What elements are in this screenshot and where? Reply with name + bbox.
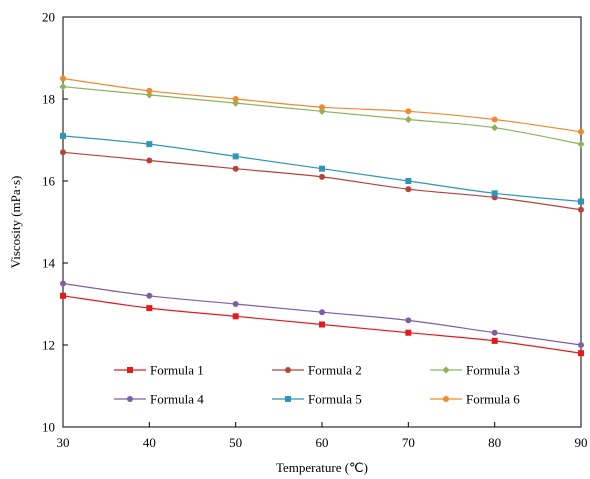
- x-tick-label: 30: [57, 435, 70, 450]
- data-point: [577, 140, 585, 148]
- legend-item: Formula 4: [114, 392, 204, 407]
- data-point: [59, 83, 67, 91]
- legend-label: Formula 6: [466, 392, 520, 407]
- data-point: [578, 342, 584, 348]
- y-tick-label: 16: [42, 174, 56, 189]
- data-point: [405, 317, 412, 324]
- data-point: [232, 165, 239, 172]
- legend-label: Formula 3: [466, 363, 520, 378]
- data-point: [405, 108, 412, 115]
- series-layer: [59, 75, 585, 357]
- y-tick-label: 10: [42, 420, 55, 435]
- x-tick-label: 90: [575, 435, 588, 450]
- data-point: [491, 124, 499, 132]
- data-point: [578, 198, 584, 205]
- series-4: [60, 280, 584, 348]
- legend-label: Formula 1: [150, 363, 204, 378]
- series-line: [62, 151, 582, 211]
- legend-label: Formula 2: [308, 363, 362, 378]
- data-point: [404, 115, 412, 124]
- legend-marker: [442, 366, 450, 374]
- legend-label: Formula 5: [308, 392, 362, 407]
- y-tick-label: 12: [42, 338, 55, 353]
- data-point: [491, 329, 498, 336]
- data-point: [60, 292, 66, 299]
- series-1: [60, 292, 584, 357]
- legend-marker: [285, 396, 291, 402]
- axis-ticks: 10 12 14 16 18 20 30 40 50 60 70 80 90: [42, 10, 588, 451]
- data-point: [146, 305, 153, 312]
- series-3: [59, 83, 585, 148]
- data-point: [232, 313, 239, 320]
- data-point: [405, 178, 412, 184]
- y-axis-title: Viscosity (mPa·s): [8, 176, 23, 269]
- x-tick-label: 50: [229, 435, 242, 450]
- y-tick-label: 14: [42, 256, 56, 271]
- series-line: [62, 86, 582, 145]
- data-point: [146, 292, 153, 299]
- data-point: [60, 280, 66, 287]
- data-point: [405, 329, 412, 336]
- data-point: [232, 96, 239, 102]
- data-point: [578, 128, 584, 135]
- x-tick-label: 70: [402, 435, 415, 450]
- series-6: [60, 75, 584, 135]
- data-point: [319, 309, 325, 316]
- x-tick-label: 80: [488, 435, 501, 450]
- data-point: [146, 157, 153, 164]
- data-point: [319, 165, 325, 172]
- legend-marker: [443, 396, 449, 402]
- data-point: [491, 190, 498, 197]
- legend-item: Formula 1: [114, 363, 204, 378]
- legend-marker: [127, 396, 133, 402]
- legend-marker: [127, 367, 133, 373]
- data-point: [491, 116, 498, 123]
- legend-item: Formula 5: [272, 392, 362, 407]
- x-tick-label: 60: [316, 435, 329, 450]
- legend-item: Formula 2: [272, 363, 362, 378]
- series-5: [60, 132, 584, 205]
- data-point: [578, 206, 584, 213]
- data-point: [60, 149, 66, 156]
- data-point: [578, 350, 584, 357]
- data-point: [60, 132, 66, 139]
- data-point: [232, 301, 239, 307]
- legend-item: Formula 3: [430, 363, 520, 378]
- data-point: [319, 104, 325, 111]
- data-point: [60, 75, 66, 82]
- data-point: [232, 153, 239, 160]
- legend-label: Formula 4: [150, 392, 204, 407]
- series-2: [60, 149, 584, 213]
- data-point: [491, 337, 498, 344]
- data-point: [146, 141, 153, 148]
- x-axis-title: Temperature (℃): [276, 460, 368, 475]
- x-tick-label: 40: [143, 435, 156, 450]
- data-point: [405, 186, 412, 193]
- data-point: [319, 173, 325, 180]
- y-tick-label: 20: [42, 10, 55, 25]
- legend-marker: [285, 367, 291, 373]
- y-tick-label: 18: [42, 92, 55, 107]
- legend: Formula 1 Formula 2 Formula 3 Formula 4 Form…: [114, 363, 520, 407]
- data-point: [319, 321, 325, 328]
- legend-item: Formula 6: [430, 392, 520, 407]
- data-point: [146, 87, 153, 94]
